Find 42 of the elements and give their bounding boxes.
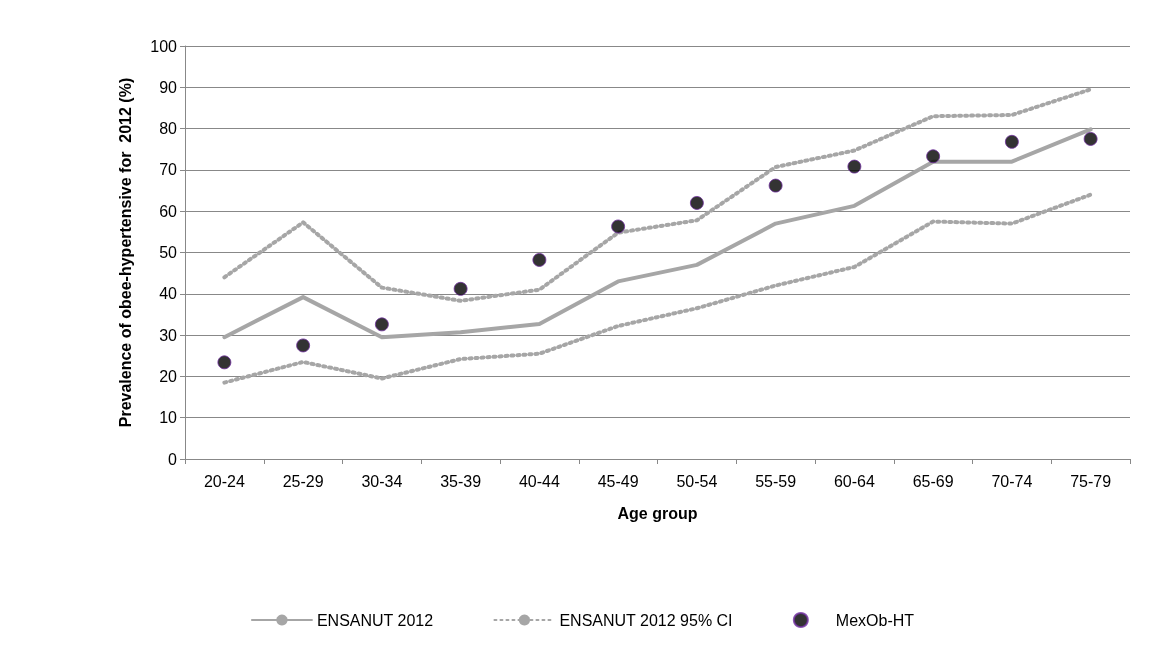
x-tick-label: 50-54: [676, 472, 718, 490]
line-series: [222, 192, 1093, 385]
point: [768, 178, 783, 193]
y-tick-label: 40: [159, 285, 178, 303]
legend-label: ENSANUT 2012 95% CI: [559, 611, 733, 629]
x-tick-label: 30-34: [361, 472, 403, 490]
x-tick-label: 35-39: [440, 472, 482, 490]
x-tick-label: 75-79: [1070, 472, 1112, 490]
point: [1004, 134, 1019, 149]
point: [847, 159, 862, 174]
x-tick-label: 20-24: [203, 472, 245, 490]
point: [374, 317, 389, 332]
point: [611, 219, 626, 234]
x-tick-label: 60-64: [833, 472, 875, 490]
y-axis-title: Prevalence of obee-hypertensive for 2012 (%): [116, 77, 134, 428]
y-tick-label: 60: [159, 202, 178, 220]
y-tick-label: 70: [159, 161, 178, 179]
y-tick-label: 30: [159, 326, 178, 344]
point: [926, 149, 941, 164]
y-tick-label: 80: [159, 120, 178, 138]
x-tick-label: 65-69: [912, 472, 954, 490]
y-tick-label: 100: [150, 37, 178, 55]
legend-label: MexOb-HT: [835, 611, 915, 629]
line-series: [222, 87, 1093, 303]
x-tick-label: 70-74: [991, 472, 1033, 490]
point: [1083, 131, 1098, 146]
y-tick-label: 20: [159, 367, 178, 385]
y-tick-label: 90: [159, 78, 178, 96]
y-tick-label: 50: [159, 244, 178, 261]
legend-label: ENSANUT 2012: [316, 611, 434, 629]
point: [217, 355, 232, 370]
point: [296, 338, 311, 353]
point: [532, 252, 547, 267]
x-tick-label: 25-29: [282, 472, 324, 490]
x-tick-label: 40-44: [518, 472, 560, 490]
y-tick-label: 0: [168, 450, 178, 468]
point: [689, 195, 704, 210]
x-axis-title: Age group: [617, 504, 698, 522]
y-tick-label: 10: [159, 409, 178, 427]
point: [453, 281, 468, 296]
x-tick-label: 45-49: [597, 472, 639, 490]
x-tick-label: 55-59: [755, 472, 797, 490]
